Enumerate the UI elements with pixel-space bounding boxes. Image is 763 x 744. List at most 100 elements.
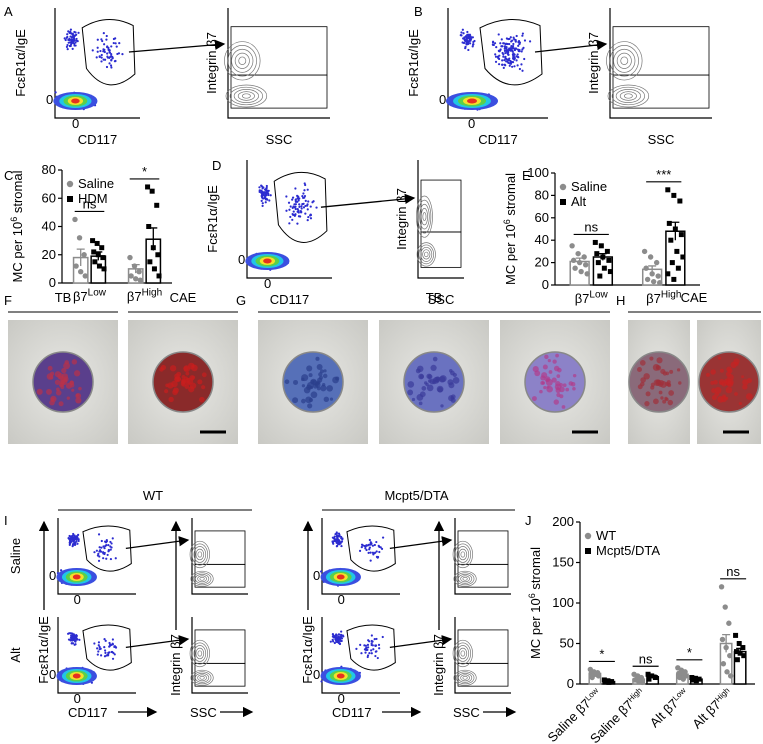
contour xyxy=(460,674,470,682)
contour xyxy=(233,89,259,103)
event-dot xyxy=(297,195,300,198)
data-point xyxy=(639,679,645,686)
granule xyxy=(323,396,330,403)
y-tick-label: 150 xyxy=(552,555,574,570)
error-bar xyxy=(149,227,158,251)
x-axis-label: SSC xyxy=(190,705,217,720)
granule xyxy=(301,398,306,404)
event-dot xyxy=(100,60,103,63)
y-tick-label: 200 xyxy=(552,514,574,529)
data-point xyxy=(584,271,590,277)
granule xyxy=(417,365,424,373)
granule xyxy=(308,397,314,403)
y-axis-label-part: MC per 10 xyxy=(528,598,543,659)
event-dot xyxy=(469,35,472,39)
data-point xyxy=(598,243,604,249)
event-dot xyxy=(370,649,373,652)
granule xyxy=(450,396,454,400)
granule xyxy=(329,397,334,401)
event-dot xyxy=(66,48,69,51)
zero-label: 0 xyxy=(46,92,53,107)
granule xyxy=(70,383,75,388)
event-dot xyxy=(68,44,71,48)
event-dot xyxy=(502,55,505,58)
event-dot xyxy=(65,45,69,48)
event-dot xyxy=(301,202,304,206)
granule xyxy=(742,379,749,386)
data-point xyxy=(82,273,88,279)
contour xyxy=(197,575,207,583)
granule xyxy=(332,376,339,384)
data-point xyxy=(674,248,680,254)
granule xyxy=(316,386,321,391)
header: CAE xyxy=(681,290,708,305)
event-dot xyxy=(288,222,291,225)
event-dot xyxy=(106,56,109,59)
event-dot xyxy=(109,540,112,544)
event-dot xyxy=(336,534,339,537)
event-dot xyxy=(371,544,374,547)
event-dot xyxy=(521,69,524,72)
event-dot xyxy=(368,651,371,655)
contour xyxy=(199,675,205,680)
data-point xyxy=(149,188,155,194)
granule xyxy=(65,382,73,389)
data-point xyxy=(76,235,83,241)
event-dot xyxy=(292,205,295,208)
zero-label: 0 xyxy=(238,252,245,267)
event-dot xyxy=(102,31,105,35)
event-dot xyxy=(336,544,339,547)
error-bar xyxy=(604,680,613,683)
event-dot xyxy=(73,42,76,45)
data-point xyxy=(733,649,739,655)
event-dot xyxy=(504,55,507,58)
gate xyxy=(194,563,246,588)
y-axis-label: Integrin β7 xyxy=(586,32,601,94)
event-dot xyxy=(264,201,267,204)
event-dot xyxy=(369,543,372,546)
granule xyxy=(562,383,567,388)
contour xyxy=(424,251,429,258)
event-dot xyxy=(97,552,100,555)
event-dot xyxy=(374,644,378,647)
axis xyxy=(454,518,511,595)
granule xyxy=(640,377,646,383)
event-dot xyxy=(364,545,367,548)
data-point xyxy=(607,269,613,275)
event-dot xyxy=(97,641,101,644)
legend-marker xyxy=(66,180,74,188)
event-dot xyxy=(466,39,469,42)
data-point xyxy=(720,661,727,667)
zero-label: 0 xyxy=(72,116,79,131)
header: TB xyxy=(55,290,72,305)
event-dot xyxy=(261,204,264,207)
event-dot xyxy=(465,37,468,40)
data-point xyxy=(73,263,79,269)
granule xyxy=(534,370,541,377)
granule xyxy=(668,390,675,396)
event-dot xyxy=(518,42,521,45)
gate xyxy=(612,74,710,109)
density xyxy=(263,258,272,264)
y-axis-label-part: stromal xyxy=(503,173,518,219)
event-dot xyxy=(334,539,338,542)
contour xyxy=(237,91,255,101)
event-dot xyxy=(469,42,472,45)
contour xyxy=(191,642,209,665)
granule xyxy=(439,375,447,383)
event-dot xyxy=(108,641,111,645)
granule xyxy=(169,365,177,372)
contour xyxy=(419,203,430,230)
event-dot xyxy=(75,37,78,41)
event-dot xyxy=(291,196,295,199)
event-dot xyxy=(103,547,106,550)
x-tick-label: Alt β7Low xyxy=(647,685,692,730)
contour xyxy=(193,645,207,662)
event-dot xyxy=(285,195,288,198)
axis xyxy=(191,518,248,595)
error-bar xyxy=(648,265,657,273)
x-tick-label-part: Saline β7 xyxy=(587,697,636,744)
event-dot xyxy=(93,642,96,645)
contour xyxy=(458,647,468,660)
data-point xyxy=(604,248,610,254)
